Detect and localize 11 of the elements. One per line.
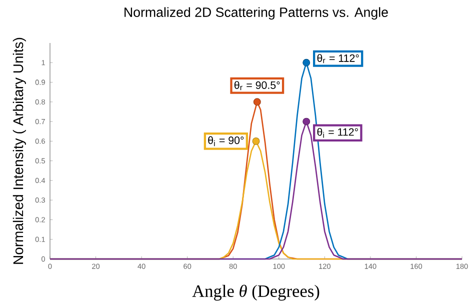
annotation: θ$_{i}$ = 90°: [208, 136, 244, 146]
point: [253, 98, 261, 106]
point: [302, 118, 310, 126]
chart-title: Normalized 2D Scattering Patterns vs. Angle: [124, 7, 388, 20]
annotation: θ$_{r}$ = 112°: [317, 54, 359, 64]
x-axis-title: Angle θ (Degrees): [192, 284, 320, 301]
y-axis-title: Normalized Intensity ( Arbitary Units): [12, 38, 26, 264]
point: [302, 58, 310, 66]
annotation: θ$_{r}$ = 90.5°: [234, 81, 280, 90]
annotation: θ$_{i}$ = 112°: [317, 128, 358, 138]
point: [252, 137, 260, 145]
